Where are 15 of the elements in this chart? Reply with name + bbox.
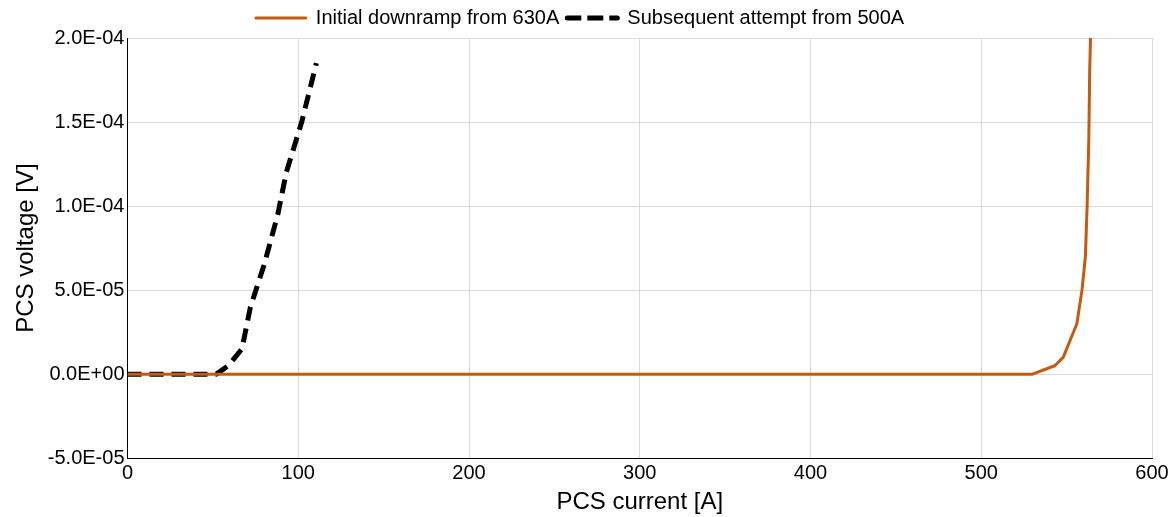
y-tick-label: 5.0E-05 <box>54 277 125 300</box>
legend-label: Subsequent attempt from 500A <box>627 5 905 28</box>
x-tick-label: 400 <box>793 460 828 483</box>
x-tick-label: 300 <box>623 460 657 483</box>
y-axis-title: PCS voltage [V] <box>11 163 39 333</box>
y-tick-label: 2.0E-04 <box>54 25 125 48</box>
x-axis-title: PCS current [A] <box>556 487 724 515</box>
x-tick-label: 500 <box>964 460 998 483</box>
y-tick-label: 1.5E-04 <box>54 109 125 132</box>
x-tick-label: 100 <box>281 460 315 483</box>
y-tick-label: 1.0E-04 <box>54 193 125 216</box>
x-tick-label: 200 <box>452 460 486 483</box>
x-tick-label: 600 <box>1135 460 1169 483</box>
y-tick-label: 0.0E+00 <box>49 361 125 384</box>
legend-label: Initial downramp from 630A <box>315 5 560 28</box>
